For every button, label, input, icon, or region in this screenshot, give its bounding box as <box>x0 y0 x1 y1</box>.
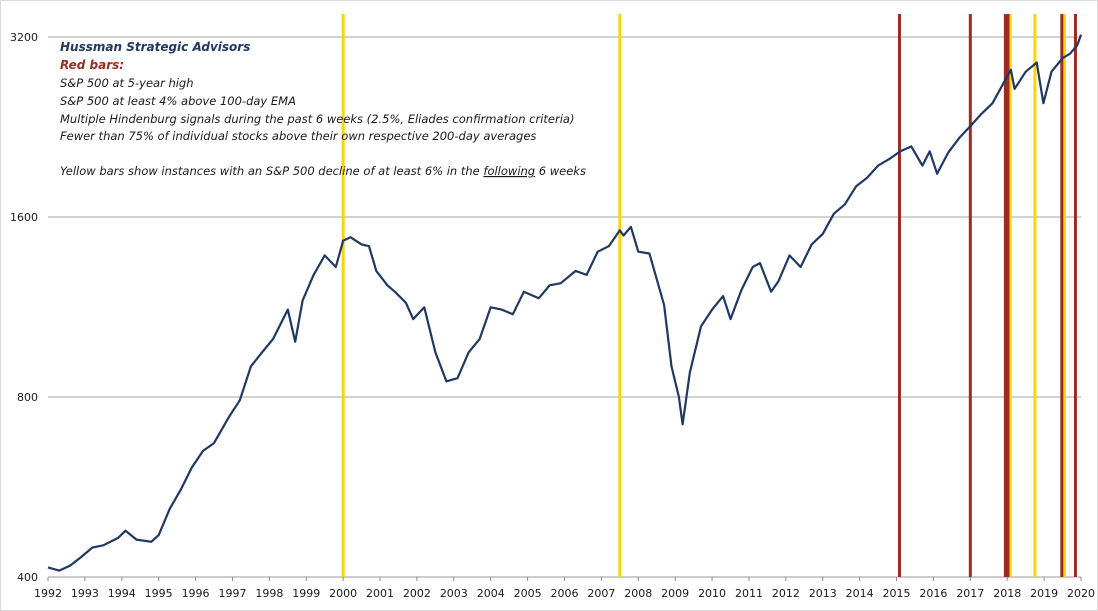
x-tick-label-1994: 1994 <box>108 587 136 600</box>
x-tick-label-2003: 2003 <box>440 587 468 600</box>
x-tick-label-2000: 2000 <box>329 587 357 600</box>
x-tick-label-2012: 2012 <box>772 587 800 600</box>
x-tick-label-2019: 2019 <box>1030 587 1058 600</box>
y-axis-ticks: 400 800 1600 3200 <box>10 31 38 584</box>
x-tick-label-1997: 1997 <box>218 587 246 600</box>
signal-bars <box>341 14 1077 577</box>
y-tick-label-3200: 3200 <box>10 31 38 44</box>
x-tick-label-2007: 2007 <box>587 587 615 600</box>
x-axis-ticks: 1992 1993 1994 1995 1996 1997 1998 1999 2000 2001… <box>34 577 1095 600</box>
x-tick-label-2001: 2001 <box>366 587 394 600</box>
x-tick-label-2008: 2008 <box>624 587 652 600</box>
annotation-title: Hussman Strategic Advisors <box>60 40 250 54</box>
annotation-red-line-3: Multiple Hindenburg signals during the p… <box>60 112 574 126</box>
sp500-price-line <box>47 34 1083 572</box>
yellow-note-part-3: 6 weeks <box>535 164 586 178</box>
x-tick-label-2017: 2017 <box>956 587 984 600</box>
y-tick-label-400: 400 <box>17 571 38 584</box>
x-tick-label-1992: 1992 <box>34 587 62 600</box>
annotation-red-line-2: S&P 500 at least 4% above 100-day EMA <box>60 94 296 108</box>
x-tick-label-2011: 2011 <box>735 587 763 600</box>
x-tick-label-1996: 1996 <box>182 587 210 600</box>
x-tick-label-1995: 1995 <box>145 587 173 600</box>
x-tick-label-2020: 2020 <box>1067 587 1095 600</box>
annotation-block: Hussman Strategic Advisors Red bars: S&P… <box>60 40 586 178</box>
x-tick-label-2013: 2013 <box>809 587 837 600</box>
x-tick-label-2004: 2004 <box>477 587 505 600</box>
yellow-note-part-1: Yellow bars show instances with an S&P 5… <box>60 164 483 178</box>
yellow-note-underlined: following <box>483 164 535 178</box>
y-tick-label-800: 800 <box>17 391 38 404</box>
x-tick-label-2006: 2006 <box>551 587 579 600</box>
series-line-group <box>47 34 1083 572</box>
annotation-red-heading: Red bars: <box>60 58 124 72</box>
x-tick-label-2005: 2005 <box>514 587 542 600</box>
x-tick-label-2015: 2015 <box>883 587 911 600</box>
x-tick-label-1999: 1999 <box>292 587 320 600</box>
x-tick-label-1993: 1993 <box>71 587 99 600</box>
x-tick-label-2010: 2010 <box>698 587 726 600</box>
x-tick-label-2014: 2014 <box>846 587 874 600</box>
x-tick-label-1998: 1998 <box>255 587 283 600</box>
x-tick-label-2002: 2002 <box>403 587 431 600</box>
annotation-red-line-4: Fewer than 75% of individual stocks abov… <box>60 129 536 143</box>
x-tick-label-2009: 2009 <box>661 587 689 600</box>
x-tick-label-2018: 2018 <box>993 587 1021 600</box>
x-tick-label-2016: 2016 <box>919 587 947 600</box>
annotation-yellow-note: Yellow bars show instances with an S&P 5… <box>60 164 586 178</box>
y-tick-label-1600: 1600 <box>10 211 38 224</box>
annotation-red-line-1: S&P 500 at 5-year high <box>60 76 194 90</box>
